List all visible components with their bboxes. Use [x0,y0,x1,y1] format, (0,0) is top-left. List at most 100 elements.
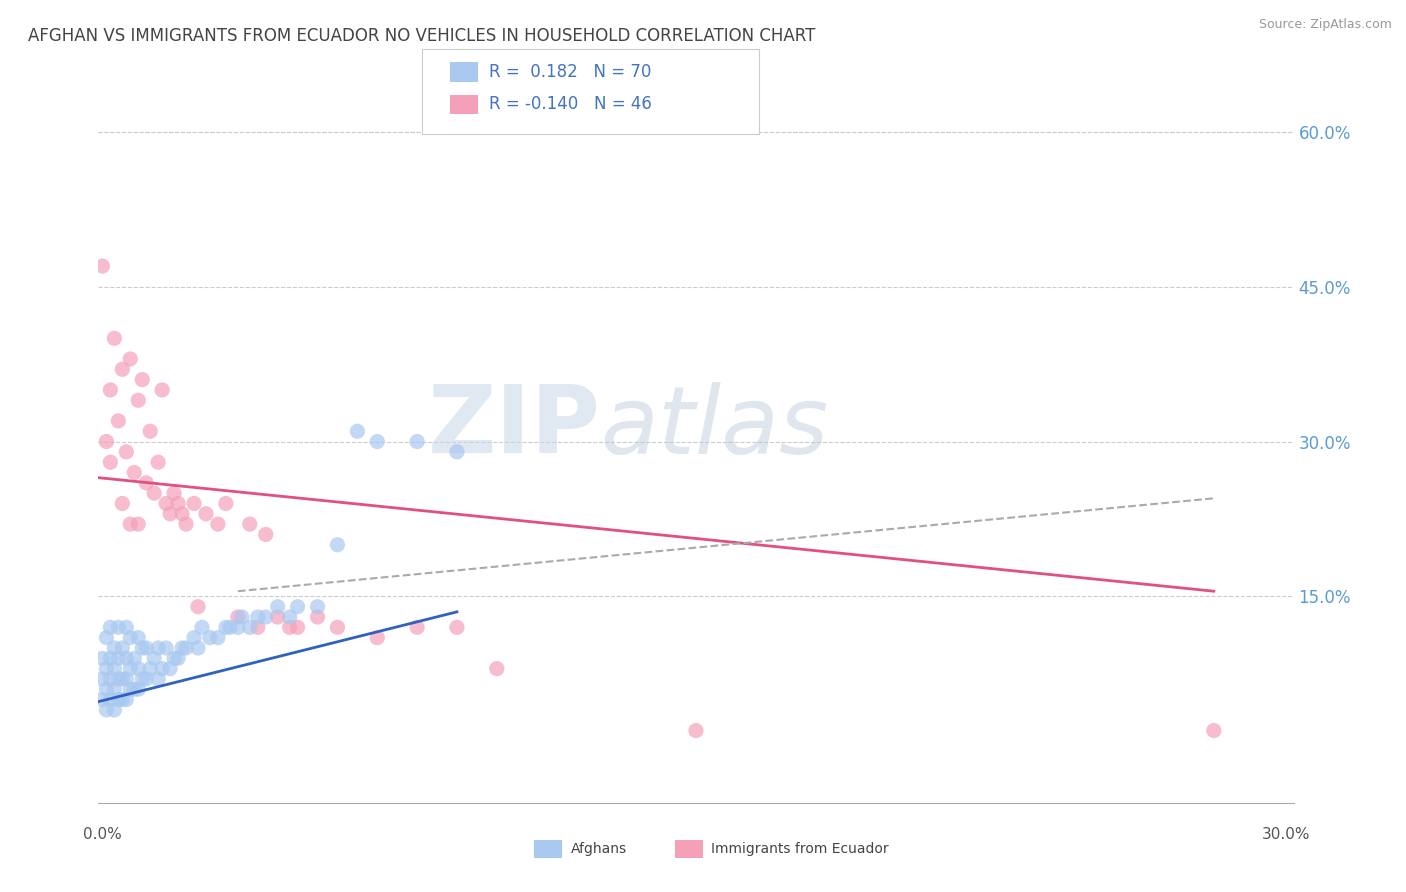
Point [326,538,349,552]
Point [278,610,301,624]
Point [172,507,194,521]
Point [120,682,142,697]
Point [107,672,129,686]
Point [127,393,149,408]
Point [167,496,190,510]
Point [98,651,122,665]
Point [91,651,114,665]
Point [131,373,153,387]
Point [307,610,329,624]
Point [98,455,122,469]
Point [103,703,125,717]
Point [96,703,118,717]
Point [485,662,508,676]
Point [124,466,146,480]
Point [148,455,170,469]
Point [143,651,166,665]
Point [135,475,157,490]
Point [187,599,209,614]
Point [267,610,290,624]
Point [195,507,218,521]
Point [167,651,190,665]
Text: R =  0.182   N = 70: R = 0.182 N = 70 [489,63,651,81]
Point [115,672,138,686]
Point [98,692,122,706]
Point [155,640,177,655]
Point [187,640,209,655]
Point [120,351,142,366]
Point [366,631,388,645]
Point [183,496,205,510]
Point [159,507,181,521]
Point [191,620,214,634]
Point [406,434,429,449]
Point [239,620,262,634]
Point [163,486,186,500]
Point [131,640,153,655]
Point [120,517,142,532]
Text: atlas: atlas [600,382,828,473]
Point [406,620,429,634]
Point [131,672,153,686]
Point [287,620,309,634]
Text: Immigrants from Ecuador: Immigrants from Ecuador [711,842,889,856]
Point [219,620,242,634]
Point [96,682,118,697]
Point [163,651,186,665]
Point [91,672,114,686]
Point [159,662,181,676]
Point [148,672,170,686]
Point [103,682,125,697]
Point [115,651,138,665]
Point [96,434,118,449]
Text: 0.0%: 0.0% [83,827,122,841]
Point [98,383,122,397]
Point [111,672,134,686]
Text: 30.0%: 30.0% [1263,827,1310,841]
Point [226,610,249,624]
Point [231,610,253,624]
Text: ZIP: ZIP [427,381,600,473]
Point [120,662,142,676]
Point [120,631,142,645]
Point [127,631,149,645]
Point [215,496,238,510]
Point [103,662,125,676]
Point [155,496,177,510]
Point [143,486,166,500]
Point [107,620,129,634]
Point [1202,723,1225,738]
Point [148,640,170,655]
Point [107,692,129,706]
Point [366,434,388,449]
Point [287,599,309,614]
Point [107,651,129,665]
Text: R = -0.140   N = 46: R = -0.140 N = 46 [489,95,652,113]
Point [254,610,277,624]
Point [239,517,262,532]
Point [124,651,146,665]
Point [183,631,205,645]
Point [207,631,229,645]
Point [267,599,290,614]
Point [254,527,277,541]
Point [111,692,134,706]
Point [127,682,149,697]
Point [91,259,114,273]
Point [307,599,329,614]
Point [278,620,301,634]
Point [446,620,468,634]
Point [111,640,134,655]
Point [91,692,114,706]
Point [111,362,134,376]
Point [127,662,149,676]
Point [326,620,349,634]
Point [246,620,269,634]
Point [115,445,138,459]
Point [215,620,238,634]
Point [174,517,197,532]
Text: AFGHAN VS IMMIGRANTS FROM ECUADOR NO VEHICLES IN HOUSEHOLD CORRELATION CHART: AFGHAN VS IMMIGRANTS FROM ECUADOR NO VEH… [28,27,815,45]
Point [96,631,118,645]
Point [124,682,146,697]
Point [98,672,122,686]
